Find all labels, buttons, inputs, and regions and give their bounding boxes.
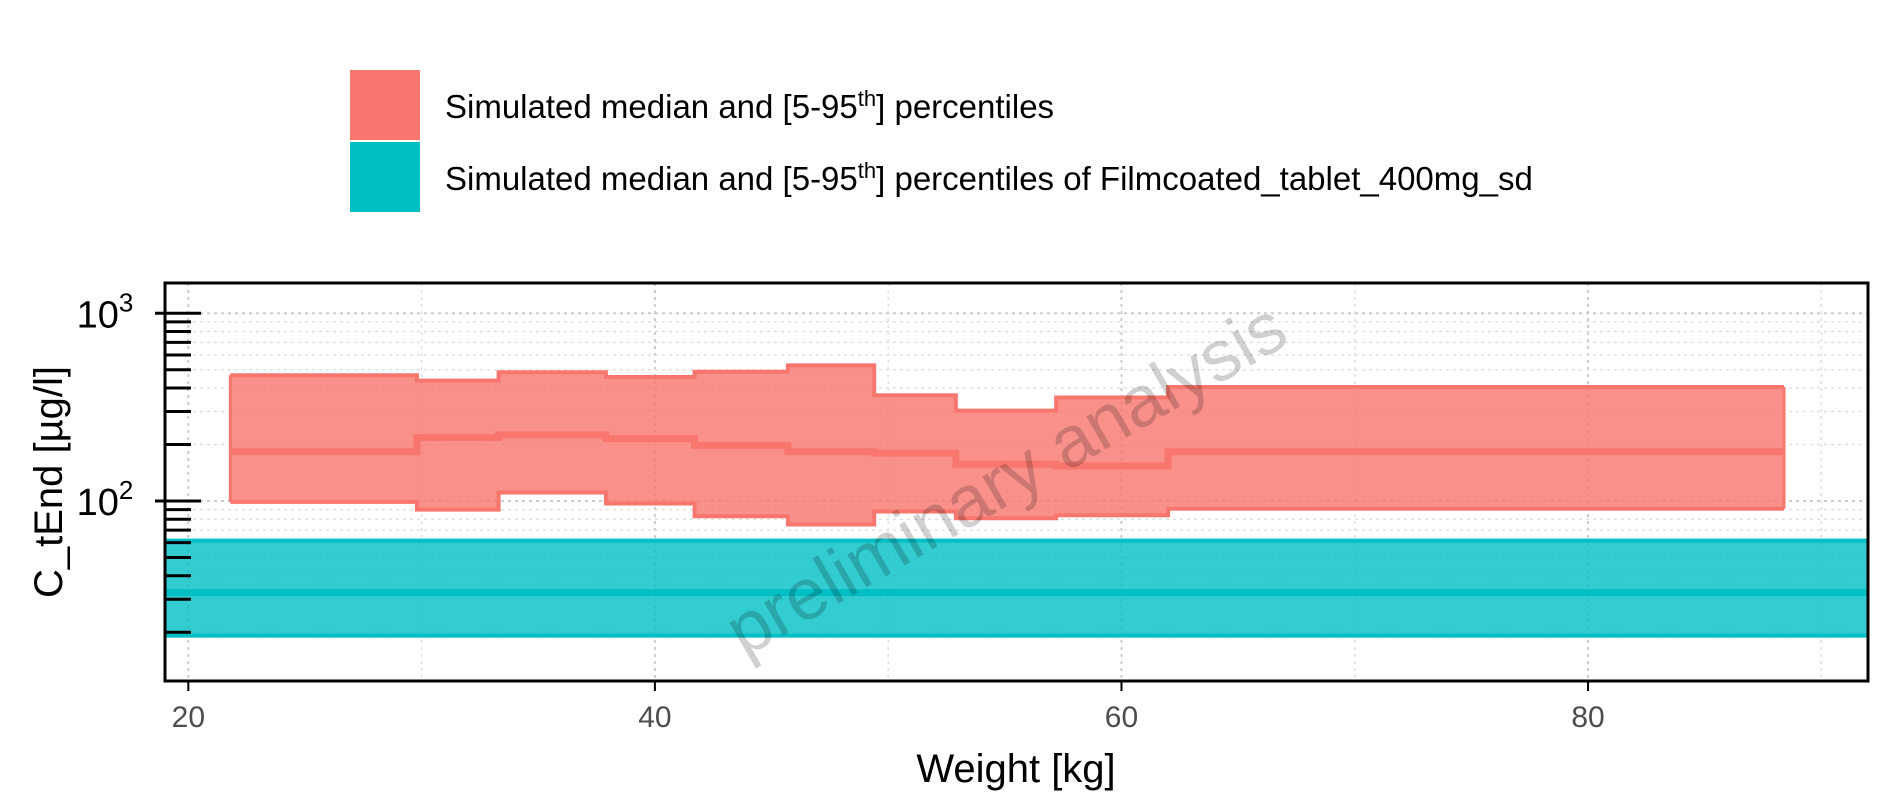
legend-label-red: Simulated median and [5-95th] percentile… xyxy=(445,86,1054,125)
x-tick-label: 20 xyxy=(172,701,205,734)
legend-key-teal xyxy=(350,142,420,212)
x-axis-title: Weight [kg] xyxy=(916,747,1115,791)
y-axis-title: C_tEnd [µg/l] xyxy=(27,366,71,598)
red-median-line xyxy=(230,431,1785,470)
x-tick-label: 80 xyxy=(1571,701,1604,734)
red-band xyxy=(230,365,1785,525)
legend-label-teal: Simulated median and [5-95th] percentile… xyxy=(445,158,1533,197)
legend-key-red xyxy=(350,70,420,140)
red-p5-line xyxy=(230,490,1785,527)
legend: Simulated median and [5-95th] percentile… xyxy=(350,70,1533,212)
plot-border xyxy=(163,281,1870,683)
teal-band xyxy=(165,540,1868,636)
bands xyxy=(165,363,1868,638)
axes: 20 40 60 80 102 103 xyxy=(77,287,1605,734)
x-tick-label: 40 xyxy=(638,701,671,734)
y-tick-label: 102 xyxy=(77,475,134,524)
y-tick-label: 103 xyxy=(77,287,134,336)
red-p95-line xyxy=(230,363,1785,413)
x-tick-label: 60 xyxy=(1105,701,1138,734)
